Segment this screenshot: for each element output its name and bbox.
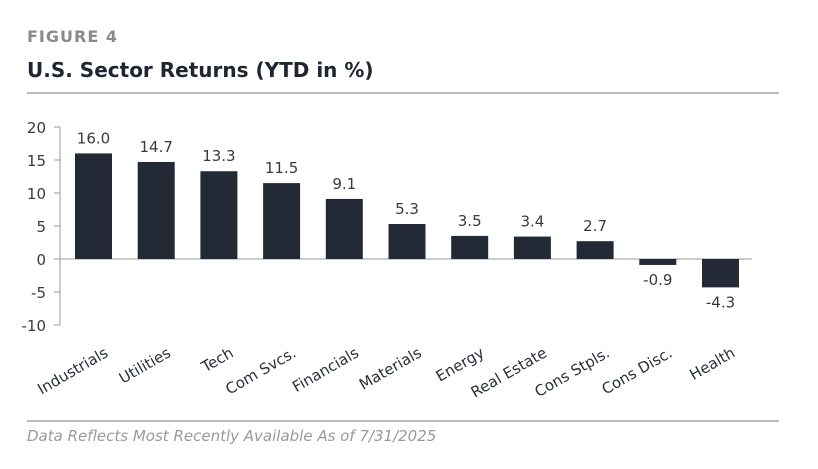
y-tick-label: 15	[27, 152, 46, 170]
data-label-10: -4.3	[706, 293, 735, 311]
data-label-5: 5.3	[395, 200, 419, 218]
data-label-6: 3.5	[458, 212, 482, 230]
bar-3	[263, 183, 301, 259]
y-tick-label: -5	[31, 284, 46, 302]
bar-10	[702, 259, 739, 288]
y-tick-label: 20	[27, 119, 46, 137]
bar-2	[200, 171, 238, 259]
value-labels: 16.0 14.7 13.3 11.5 9.1 5.3 3.5 3.4 2.7 -0.9 -4.3	[77, 129, 735, 311]
data-label-7: 3.4	[520, 213, 544, 231]
y-tick-label: 10	[27, 185, 46, 203]
category-label-4: Financials	[289, 343, 362, 395]
category-label-1: Utilities	[116, 343, 174, 387]
y-tick-label: 0	[36, 251, 46, 269]
category-label-5: Materials	[356, 343, 425, 393]
bar-6	[451, 235, 489, 259]
bars	[75, 153, 739, 288]
bar-8	[576, 241, 614, 259]
y-tick-label: 5	[36, 218, 46, 236]
category-label-3: Com Svcs.	[222, 344, 299, 399]
bar-7	[513, 236, 551, 259]
top-divider	[27, 92, 779, 94]
category-label-0: Industrials	[34, 343, 111, 398]
y-tick-label: -10	[22, 317, 47, 335]
bar-9	[639, 259, 677, 265]
footnote: Data Reflects Most Recently Available As…	[27, 427, 437, 445]
data-label-8: 2.7	[583, 217, 607, 235]
figure-label: FIGURE 4	[27, 27, 118, 46]
category-label-9: Cons Disc.	[599, 344, 676, 399]
data-label-0: 16.0	[77, 129, 110, 147]
data-label-4: 9.1	[332, 175, 356, 193]
y-axis: 20 15 10 5 0 -5 -10	[22, 119, 752, 335]
bar-1	[137, 161, 175, 259]
data-label-9: -0.9	[643, 271, 672, 289]
category-label-10: Health	[686, 344, 738, 384]
data-label-3: 11.5	[265, 159, 298, 177]
bar-4	[325, 198, 363, 259]
data-label-1: 14.7	[139, 138, 172, 156]
bar-5	[388, 224, 426, 259]
category-label-2: Tech	[198, 344, 237, 377]
bar-0	[75, 153, 112, 259]
bottom-divider	[27, 420, 779, 422]
chart-title: U.S. Sector Returns (YTD in %)	[27, 58, 374, 82]
data-label-2: 13.3	[202, 147, 235, 165]
